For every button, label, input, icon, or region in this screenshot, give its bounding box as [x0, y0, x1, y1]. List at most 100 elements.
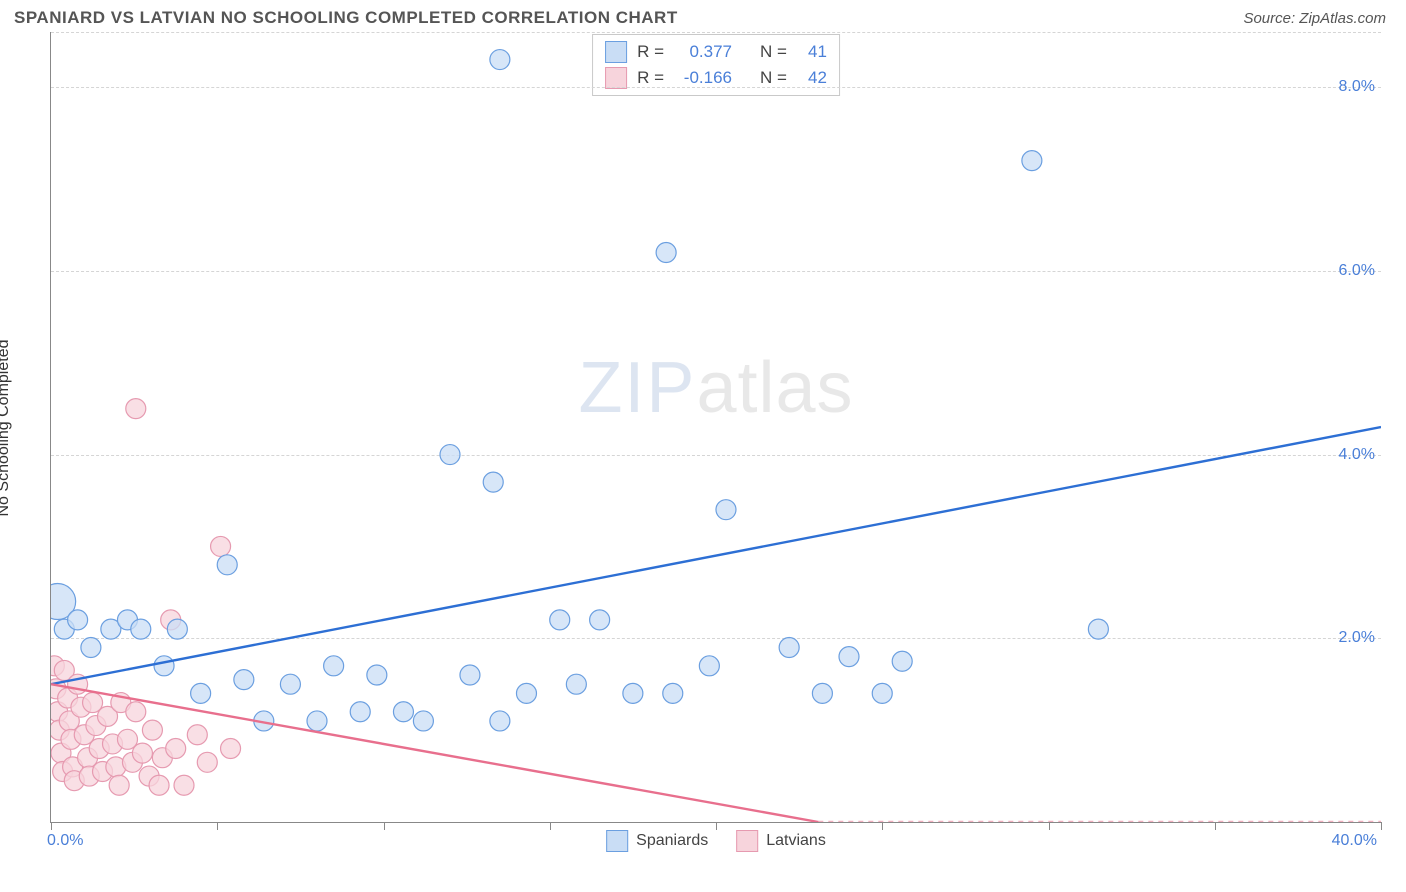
data-point: [109, 775, 129, 795]
data-point: [101, 619, 121, 639]
data-point: [117, 729, 137, 749]
data-point: [59, 711, 79, 731]
x-tick: [51, 822, 52, 830]
stats-n-value-0: 41: [797, 42, 827, 62]
data-point: [89, 739, 109, 759]
x-tick: [1049, 822, 1050, 830]
stats-n-label-0: N =: [760, 42, 787, 62]
stats-n-label-1: N =: [760, 68, 787, 88]
data-point: [106, 757, 126, 777]
data-point: [413, 711, 433, 731]
data-point: [483, 472, 503, 492]
data-point: [324, 656, 344, 676]
data-point: [78, 748, 98, 768]
data-point: [307, 711, 327, 731]
data-point: [117, 610, 137, 630]
data-point: [61, 729, 81, 749]
stats-r-value-0: 0.377: [674, 42, 732, 62]
chart-header: SPANIARD VS LATVIAN NO SCHOOLING COMPLET…: [0, 0, 1406, 32]
data-point: [191, 683, 211, 703]
data-point: [93, 761, 113, 781]
chart-source: Source: ZipAtlas.com: [1243, 10, 1386, 27]
x-axis-min-label: 0.0%: [47, 832, 83, 850]
gridline-h: [51, 87, 1381, 88]
data-point: [839, 647, 859, 667]
data-point: [122, 752, 142, 772]
data-point: [167, 619, 187, 639]
data-point: [550, 610, 570, 630]
data-point: [187, 725, 207, 745]
data-point: [663, 683, 683, 703]
data-point: [1088, 619, 1108, 639]
data-point: [149, 775, 169, 795]
data-point: [350, 702, 370, 722]
x-tick: [217, 822, 218, 830]
data-point: [103, 734, 123, 754]
gridline-h: [51, 271, 1381, 272]
data-point: [126, 702, 146, 722]
data-point: [139, 766, 159, 786]
legend-item-0: Spaniards: [606, 830, 708, 852]
x-tick: [716, 822, 717, 830]
data-point: [892, 651, 912, 671]
chart-area: No Schooling Completed ZIPatlas R = 0.37…: [14, 32, 1392, 823]
data-point: [53, 761, 73, 781]
data-point: [54, 619, 74, 639]
data-point: [516, 683, 536, 703]
data-point: [126, 399, 146, 419]
data-point: [590, 610, 610, 630]
legend-label-0: Spaniards: [636, 832, 708, 850]
data-point: [1022, 151, 1042, 171]
gridline-h: [51, 638, 1381, 639]
stats-swatch-0: [605, 41, 627, 63]
data-point: [51, 743, 71, 763]
data-point: [623, 683, 643, 703]
stats-r-label-1: R =: [637, 68, 664, 88]
data-point: [154, 656, 174, 676]
data-point: [142, 720, 162, 740]
data-point: [68, 610, 88, 630]
data-point: [872, 683, 892, 703]
stats-n-value-1: 42: [797, 68, 827, 88]
data-point: [51, 702, 68, 722]
data-point: [81, 637, 101, 657]
legend-label-1: Latvians: [766, 832, 826, 850]
data-point: [71, 697, 91, 717]
x-tick: [384, 822, 385, 830]
data-point: [656, 242, 676, 262]
data-point: [98, 706, 118, 726]
y-tick-label: 6.0%: [1339, 262, 1375, 280]
stats-swatch-1: [605, 67, 627, 89]
series-legend: Spaniards Latvians: [606, 830, 826, 852]
legend-swatch-0: [606, 830, 628, 852]
plot-region: ZIPatlas R = 0.377 N = 41 R = -0.166 N =…: [50, 32, 1381, 823]
trend-line: [51, 684, 818, 822]
data-point: [161, 610, 181, 630]
data-point: [74, 725, 94, 745]
data-point: [54, 660, 74, 680]
data-point: [490, 50, 510, 70]
legend-item-1: Latvians: [736, 830, 826, 852]
data-point: [68, 674, 88, 694]
data-point: [367, 665, 387, 685]
data-point: [51, 584, 76, 620]
data-point: [131, 619, 151, 639]
data-point: [699, 656, 719, 676]
data-point: [460, 665, 480, 685]
y-tick-label: 4.0%: [1339, 446, 1375, 464]
data-point: [716, 500, 736, 520]
y-tick-label: 2.0%: [1339, 629, 1375, 647]
data-point: [58, 688, 78, 708]
x-axis-max-label: 40.0%: [1332, 832, 1377, 850]
data-point: [174, 775, 194, 795]
data-point: [166, 739, 186, 759]
data-point: [490, 711, 510, 731]
chart-title: SPANIARD VS LATVIAN NO SCHOOLING COMPLET…: [14, 8, 678, 28]
y-axis-label: No Schooling Completed: [0, 339, 13, 516]
svg-layer: [51, 32, 1381, 822]
data-point: [152, 748, 172, 768]
data-point: [812, 683, 832, 703]
stats-row-0: R = 0.377 N = 41: [605, 39, 827, 65]
data-point: [211, 536, 231, 556]
stats-r-value-1: -0.166: [674, 68, 732, 88]
